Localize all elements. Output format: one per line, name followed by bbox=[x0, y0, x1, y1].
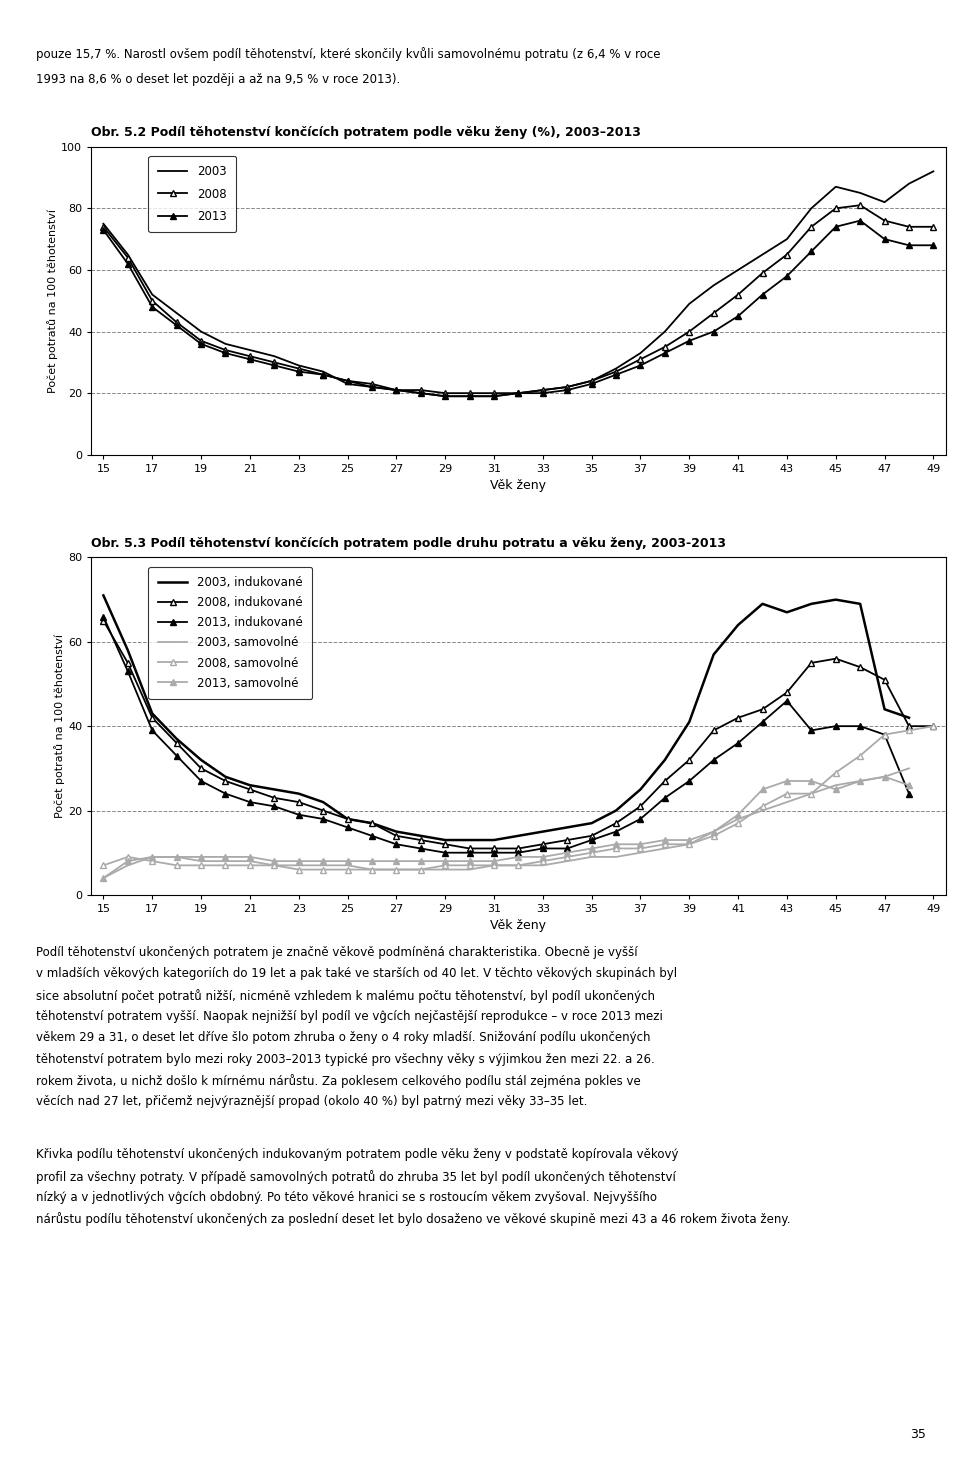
Text: nízký a v jednotlivých vĝcích obdobný. Po této věkové hranici se s rostoucím věk: nízký a v jednotlivých vĝcích obdobný. P… bbox=[36, 1191, 658, 1204]
Text: Křivka podílu těhotenství ukončených indukovaným potratem podle věku ženy v pods: Křivka podílu těhotenství ukončených ind… bbox=[36, 1149, 679, 1162]
Y-axis label: Počet potratů na 100 těhotenství: Počet potratů na 100 těhotenství bbox=[55, 634, 65, 819]
Text: 35: 35 bbox=[910, 1427, 926, 1441]
Text: sice absolutní počet potratů nižší, nicméně vzhledem k malému počtu těhotenství,: sice absolutní počet potratů nižší, nicm… bbox=[36, 989, 656, 1003]
Text: profil za všechny potraty. V případě samovolných potratů do zhruba 35 let byl po: profil za všechny potraty. V případě sam… bbox=[36, 1169, 677, 1184]
Text: Obr. 5.3 Podíl těhotenství končících potratem podle druhu potratu a věku ženy, 2: Obr. 5.3 Podíl těhotenství končících pot… bbox=[91, 537, 726, 550]
X-axis label: Věk ženy: Věk ženy bbox=[491, 920, 546, 933]
Text: věkem 29 a 31, o deset let dříve šlo potom zhruba o ženy o 4 roky mladší. Snižov: věkem 29 a 31, o deset let dříve šlo pot… bbox=[36, 1031, 651, 1045]
Text: Podíl těhotenství ukončených potratem je značně věkově podmíněná charakteristika: Podíl těhotenství ukončených potratem je… bbox=[36, 946, 638, 959]
Text: těhotenství potratem bylo mezi roky 2003–2013 typické pro všechny věky s výjimko: těhotenství potratem bylo mezi roky 2003… bbox=[36, 1053, 656, 1065]
Legend: 2003, indukované, 2008, indukované, 2013, indukované, 2003, samovolné, 2008, sam: 2003, indukované, 2008, indukované, 2013… bbox=[149, 566, 312, 700]
Text: těhotenství potratem vyšší. Naopak nejnižší byl podíl ve vĝcích nejčastější repr: těhotenství potratem vyšší. Naopak nejni… bbox=[36, 1011, 663, 1022]
Text: věcích nad 27 let, přičemž nejvýraznější propad (okolo 40 %) byl patrný mezi věk: věcích nad 27 let, přičemž nejvýraznější… bbox=[36, 1096, 588, 1108]
Text: rokem života, u nichž došlo k mírnému nárůstu. Za poklesem celkového podílu stál: rokem života, u nichž došlo k mírnému ná… bbox=[36, 1074, 641, 1089]
Text: nárůstu podílu těhotenství ukončených za poslední deset let bylo dosaženo ve věk: nárůstu podílu těhotenství ukončených za… bbox=[36, 1212, 791, 1226]
Text: Obr. 5.2 Podíl těhotenství končících potratem podle věku ženy (%), 2003–2013: Obr. 5.2 Podíl těhotenství končících pot… bbox=[91, 126, 641, 139]
Text: pouze 15,7 %. Narostl ovšem podíl těhotenství, které skončily kvůli samovolnému : pouze 15,7 %. Narostl ovšem podíl těhote… bbox=[36, 47, 661, 62]
Text: v mladších věkových kategoriích do 19 let a pak také ve starších od 40 let. V tě: v mladších věkových kategoriích do 19 le… bbox=[36, 968, 678, 980]
Y-axis label: Počet potratů na 100 těhotenství: Počet potratů na 100 těhotenství bbox=[47, 208, 59, 393]
Legend: 2003, 2008, 2013: 2003, 2008, 2013 bbox=[149, 156, 236, 232]
Text: 1993 na 8,6 % o deset let později a až na 9,5 % v roce 2013).: 1993 na 8,6 % o deset let později a až n… bbox=[36, 73, 400, 87]
X-axis label: Věk ženy: Věk ženy bbox=[491, 480, 546, 493]
